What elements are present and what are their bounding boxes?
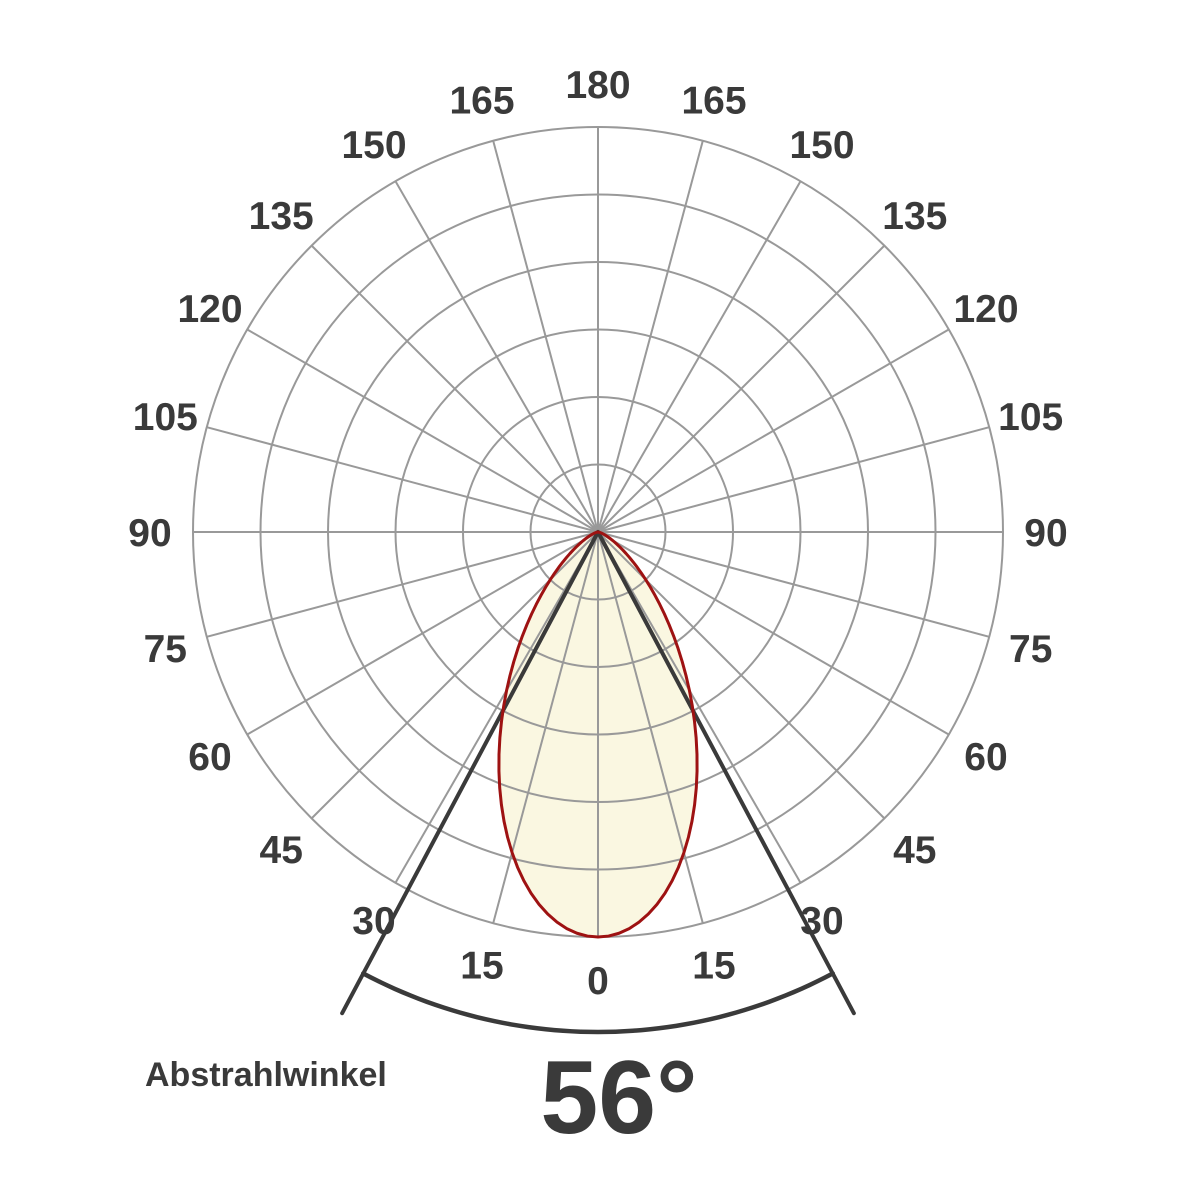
- angle-label: 120: [953, 288, 1018, 331]
- angle-label: 45: [893, 829, 936, 872]
- angle-label: 60: [964, 736, 1007, 779]
- grid-radial-line: [597, 244, 886, 533]
- angle-label: 105: [133, 396, 198, 439]
- angle-label: 60: [188, 736, 231, 779]
- angle-label: 120: [177, 288, 242, 331]
- angle-label: 165: [681, 79, 746, 122]
- grid-radial-line: [246, 531, 599, 736]
- beam-angle-arc: [361, 971, 835, 1035]
- grid-radial-line: [206, 426, 599, 533]
- angle-label: 135: [249, 195, 314, 238]
- grid-radial-line: [597, 531, 950, 736]
- angle-label: 150: [341, 124, 406, 167]
- grid-radial-line: [597, 531, 802, 884]
- angle-label: 30: [352, 900, 395, 943]
- beam-angle-caption-value: 56°: [540, 1040, 698, 1156]
- beam-lobe-outline: [497, 530, 699, 939]
- angle-label: 15: [460, 945, 503, 988]
- angle-label: 90: [128, 512, 171, 555]
- angle-label: 45: [260, 829, 303, 872]
- grid-radial-line: [597, 531, 704, 924]
- angle-label: 0: [587, 960, 609, 1003]
- grid-radial-line: [394, 531, 599, 884]
- beam-angle-line: [596, 530, 856, 1016]
- grid-radial-line: [310, 244, 599, 533]
- angle-label: 15: [692, 945, 735, 988]
- angle-label: 75: [144, 628, 187, 671]
- angle-labels: 0 15 15 30 30 45 45 60 60 75 75 90 90 105 105 120 120 135…: [128, 64, 1067, 1003]
- angle-label: 165: [449, 79, 514, 122]
- angle-label: 75: [1009, 628, 1052, 671]
- angle-label: 90: [1024, 512, 1067, 555]
- beam-angle-line: [340, 530, 600, 1016]
- angle-label: 135: [882, 195, 947, 238]
- grid-radial-line: [597, 531, 990, 638]
- grid-radial-line: [597, 426, 990, 533]
- grid-radial-line: [492, 531, 599, 924]
- angle-label: 105: [998, 396, 1063, 439]
- angle-label: 180: [565, 64, 630, 107]
- beam-angle-caption-label: Abstrahlwinkel: [145, 1056, 387, 1094]
- grid-radial-line: [206, 531, 599, 638]
- grid-radial-line: [394, 180, 599, 533]
- grid-radial-line: [246, 328, 599, 533]
- grid-radial-line: [597, 180, 802, 533]
- angle-label: 150: [789, 124, 854, 167]
- grid-radial-line: [492, 140, 599, 533]
- angle-label: 30: [800, 900, 843, 943]
- grid-radials: [193, 127, 1003, 937]
- grid-radial-line: [597, 328, 950, 533]
- grid-radial-line: [597, 140, 704, 533]
